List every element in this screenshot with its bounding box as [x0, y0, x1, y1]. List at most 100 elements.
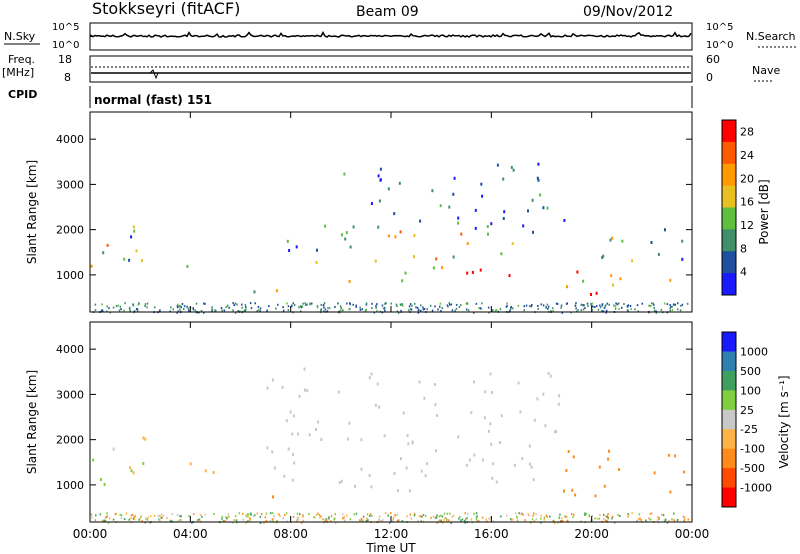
noise-cell	[286, 302, 288, 305]
power-ylabel: Slant Range [km]	[25, 160, 39, 264]
velocity-colorbar-tick: -25	[740, 423, 758, 436]
noise-cell	[366, 519, 368, 522]
noise-cell	[400, 304, 402, 307]
scatter-cell	[489, 372, 492, 376]
noise-cell	[224, 520, 226, 522]
scatter-cell	[374, 259, 377, 263]
noise-cell	[334, 306, 336, 308]
noise-cell	[104, 516, 107, 519]
freq-panel	[89, 55, 693, 83]
scatter-cell	[528, 444, 531, 448]
noise-cell	[672, 518, 675, 521]
scatter-cell	[100, 478, 102, 481]
noise-cell	[371, 307, 373, 309]
noise-cell	[215, 309, 217, 312]
noise-cell	[293, 304, 296, 307]
noise-cell	[580, 309, 583, 312]
scatter-cell	[495, 480, 498, 484]
scatter-cell	[612, 283, 614, 287]
scatter-cell	[544, 424, 547, 428]
colorbar-swatch	[722, 141, 736, 165]
noise-cell	[670, 305, 672, 308]
noise-cell	[334, 513, 336, 516]
noise-cell	[636, 520, 638, 523]
scatter-cell	[532, 230, 534, 234]
noise-cell	[545, 514, 548, 517]
noise-cell	[476, 520, 478, 523]
scatter-cell	[315, 428, 317, 431]
noise-cell	[584, 307, 586, 310]
noise-cell	[179, 308, 181, 311]
scatter-cell	[337, 390, 340, 394]
noise-cell	[118, 309, 121, 312]
nave-tick-top: 60	[706, 53, 720, 66]
y-tick-label: 1000	[56, 269, 84, 282]
noise-cell	[101, 309, 103, 312]
scatter-cell	[433, 383, 436, 386]
noise-cell	[618, 307, 620, 310]
noise-cell	[537, 305, 539, 307]
x-tick-label: 00:00	[73, 527, 108, 541]
noise-cell	[475, 302, 478, 305]
noise-cell	[434, 516, 437, 519]
noise-cell	[686, 302, 689, 305]
scatter-cell	[669, 278, 672, 282]
nsearch-label: N.Search	[746, 30, 796, 43]
scatter-cell	[618, 468, 621, 471]
noise-cell	[524, 519, 526, 522]
noise-cell	[308, 513, 310, 515]
noise-cell	[378, 515, 381, 518]
scatter-cell	[609, 238, 612, 242]
scatter-cell	[377, 174, 380, 178]
noise-cell	[243, 310, 246, 313]
noise-cell	[640, 519, 642, 522]
noise-cell	[528, 514, 530, 517]
scatter-cell	[532, 478, 535, 482]
scatter-cell	[563, 219, 566, 222]
noise-cell	[278, 513, 280, 516]
noise-cell	[415, 306, 417, 309]
noise-cell	[298, 306, 300, 309]
noise-cell	[445, 519, 448, 522]
noise-cell	[447, 519, 450, 522]
noise-cell	[601, 304, 604, 307]
scatter-cell	[572, 455, 575, 459]
scatter-cell	[468, 458, 471, 462]
noise-cell	[587, 305, 589, 307]
noise-cell	[382, 519, 384, 522]
noise-cell	[225, 306, 227, 309]
noise-cell	[417, 519, 419, 522]
scatter-cell	[619, 277, 622, 281]
noise-cell	[159, 518, 161, 521]
noise-cell	[500, 515, 502, 518]
scatter-cell	[471, 270, 474, 274]
noise-cell	[159, 309, 161, 312]
noise-cell	[241, 303, 243, 306]
noise-cell	[518, 512, 520, 515]
noise-cell	[275, 521, 278, 524]
scatter-cell	[401, 279, 404, 283]
noise-cell	[133, 516, 135, 519]
noise-cell	[375, 304, 377, 307]
noise-cell	[324, 308, 327, 311]
noise-cell	[655, 311, 658, 314]
noise-cell	[560, 304, 563, 307]
noise-cell	[464, 512, 466, 515]
noise-cell	[565, 302, 568, 305]
noise-cell	[138, 302, 140, 305]
noise-cell	[608, 303, 610, 306]
noise-cell	[265, 512, 268, 515]
noise-cell	[146, 302, 149, 305]
noise-cell	[492, 520, 495, 523]
noise-cell	[555, 302, 558, 305]
noise-cell	[657, 516, 659, 519]
noise-cell	[388, 521, 391, 524]
scatter-cell	[681, 239, 684, 243]
scatter-cell	[132, 225, 135, 229]
noise-cell	[455, 303, 458, 306]
noise-cell	[443, 512, 446, 515]
scatter-cell	[398, 181, 401, 185]
scatter-cell	[287, 447, 290, 451]
noise-cell	[553, 521, 556, 524]
scatter-cell	[275, 289, 278, 293]
